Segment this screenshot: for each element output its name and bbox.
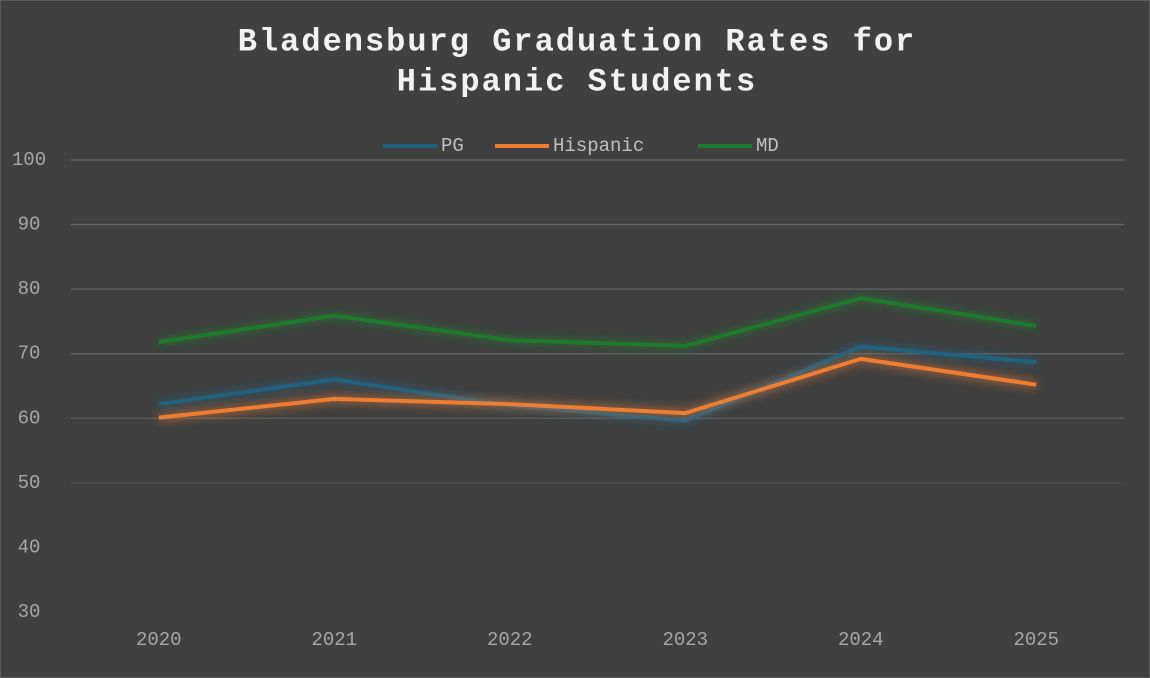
y-tick-label: 70 — [18, 343, 41, 365]
series-line — [158, 356, 1037, 420]
x-tick-label: 2024 — [838, 629, 884, 651]
series-line — [158, 344, 1037, 423]
legend-label: PG — [441, 135, 464, 157]
y-tick-label: 100 — [12, 149, 46, 171]
x-tick-label: 2023 — [662, 629, 708, 651]
y-tick-label: 30 — [18, 601, 41, 623]
y-tick-label: 50 — [18, 472, 41, 494]
y-tick-label: 80 — [18, 278, 41, 300]
x-tick-label: 2020 — [136, 629, 182, 651]
chart-title: Hispanic Students — [397, 63, 757, 100]
chart-title: Bladensburg Graduation Rates for — [238, 23, 917, 60]
legend-label: MD — [756, 135, 779, 157]
series-line — [158, 296, 1037, 348]
y-tick-label: 60 — [18, 407, 41, 429]
x-tick-label: 2025 — [1013, 629, 1059, 651]
y-tick-label: 90 — [18, 214, 41, 236]
y-tick-label: 40 — [18, 536, 41, 558]
x-tick-label: 2021 — [311, 629, 357, 651]
x-tick-label: 2022 — [487, 629, 533, 651]
legend-label: Hispanic — [553, 135, 644, 157]
